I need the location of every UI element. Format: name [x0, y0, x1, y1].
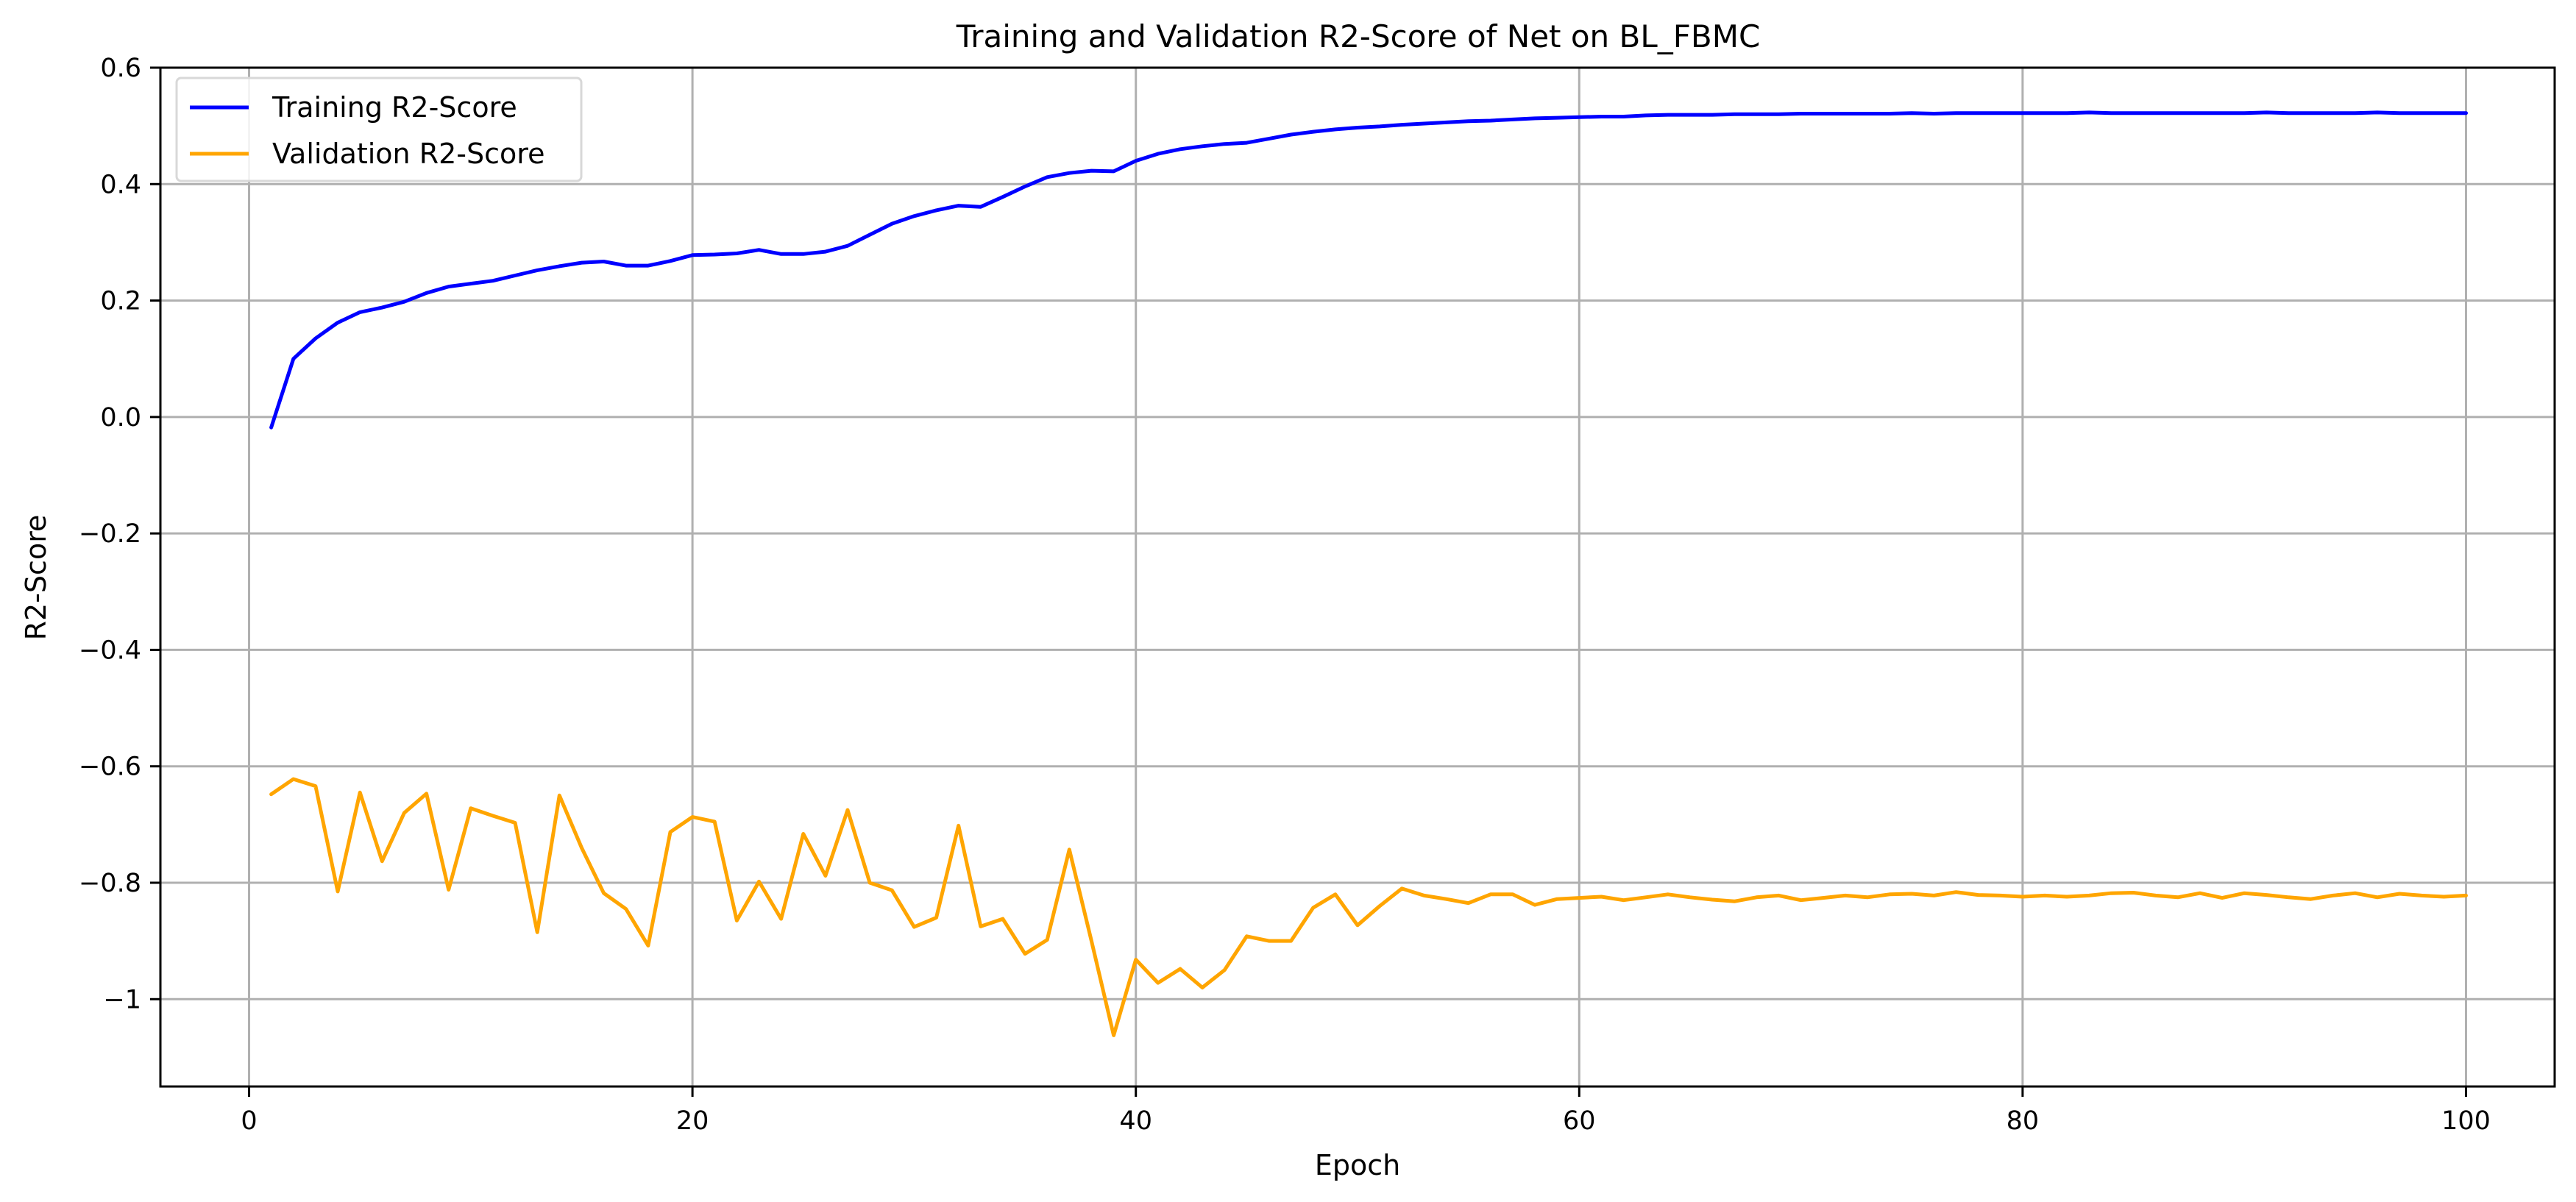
y-tick-label: −0.8 — [79, 869, 141, 898]
training-series-line — [269, 110, 2468, 430]
x-tick-label: 80 — [2006, 1106, 2040, 1136]
chart-title: Training and Validation R2-Score of Net … — [956, 18, 1761, 54]
y-tick-label: −1 — [103, 985, 141, 1014]
legend-box — [175, 77, 583, 182]
validation-series-line — [269, 777, 2468, 1037]
plot-area-frame — [159, 66, 2556, 1088]
y-tick-label: −0.6 — [79, 753, 141, 782]
axis-ticks: 0 20 40 60 80 100 −1 −0.8 −0.6 −0.4 −0.2 0.0 0.2 0.4 0… — [79, 54, 2491, 1136]
y-tick-label: −0.2 — [79, 519, 141, 549]
x-tick-label: 60 — [1563, 1106, 1596, 1136]
y-axis-label: R2-Score — [20, 515, 52, 641]
y-tick-label: 0.2 — [100, 287, 141, 316]
x-tick-label: 20 — [676, 1106, 709, 1136]
x-tick-label: 40 — [1119, 1106, 1152, 1136]
x-tick-label: 0 — [241, 1106, 257, 1136]
legend-label-training: Training R2-Score — [272, 91, 517, 124]
y-tick-label: −0.4 — [79, 636, 141, 665]
legend-label-validation: Validation R2-Score — [272, 138, 544, 170]
y-tick-label: 0.6 — [100, 54, 141, 83]
legend: Training R2-Score Validation R2-Score — [175, 77, 583, 182]
x-axis-label: Epoch — [1315, 1149, 1400, 1181]
y-tick-label: 0.4 — [100, 170, 141, 199]
x-tick-label: 100 — [2441, 1106, 2491, 1136]
y-tick-label: 0.0 — [100, 403, 141, 433]
data-series — [269, 110, 2468, 1037]
